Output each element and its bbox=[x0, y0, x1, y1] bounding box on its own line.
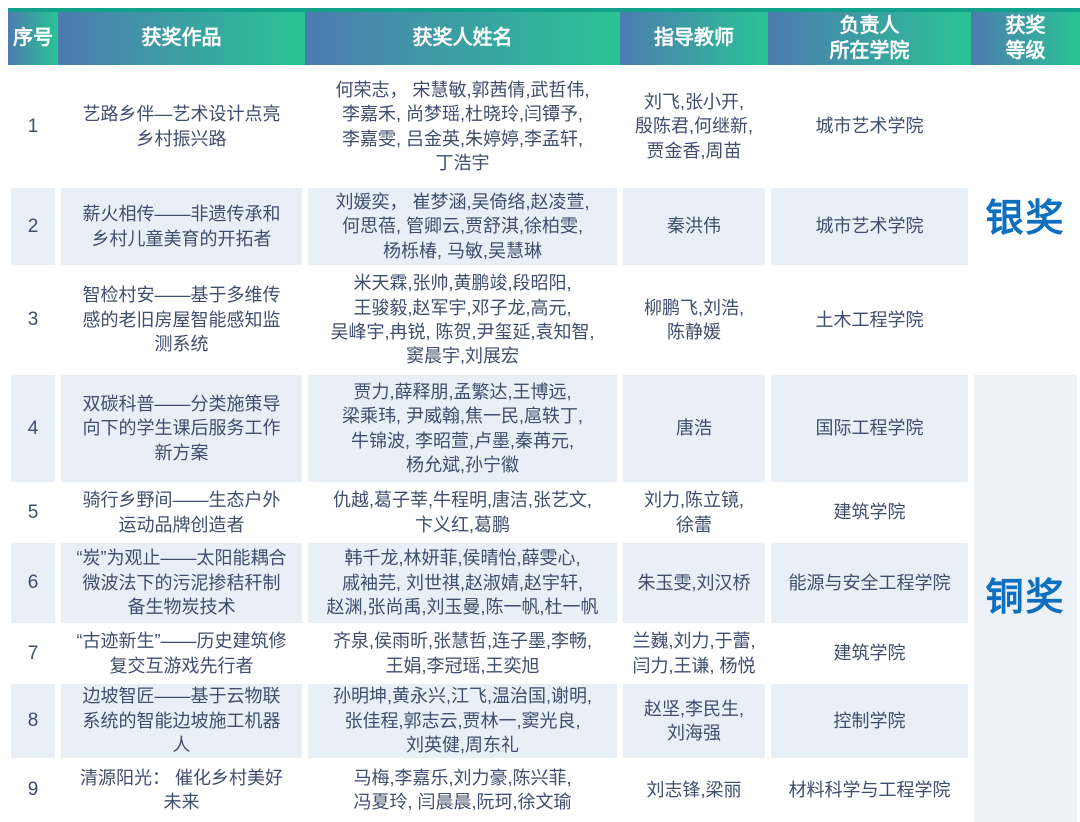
table-row: 7 “古迹新生”——历史建筑修 复交互游戏先行者 齐泉,侯雨昕,张慧哲,连子墨,李畅… bbox=[8, 623, 1080, 684]
col-header-names: 获奖人姓名 bbox=[305, 12, 620, 65]
col-header-teachers: 指导教师 bbox=[620, 12, 768, 65]
work-cell: 薪火相传——非遗传承和 乡村儿童美育的开拓者 bbox=[58, 188, 305, 265]
serial-cell: 2 bbox=[8, 188, 58, 265]
work-cell: 双碳科普——分类施策导 向下的学生课后服务工作 新方案 bbox=[58, 375, 305, 482]
teachers-cell: 朱玉雯,刘汉桥 bbox=[620, 543, 768, 623]
table-row: 3 智检村安——基于多维传 感的老旧房屋智能感知监 测系统 米天霖,张帅,黄鹏竣,段… bbox=[8, 265, 1080, 375]
names-cell: 何荣志， 宋慧敏,郭茜倩,武哲伟, 李嘉禾, 尚梦瑶,杜晓玲,闫镡予, 李嘉雯,… bbox=[305, 65, 620, 188]
serial-cell: 3 bbox=[8, 265, 58, 375]
teachers-cell: 赵坚,李民生, 刘海强 bbox=[620, 684, 768, 758]
college-cell: 国际工程学院 bbox=[768, 375, 971, 482]
college-cell: 控制学院 bbox=[768, 684, 971, 758]
work-cell: 艺路乡伴—艺术设计点亮 乡村振兴路 bbox=[58, 65, 305, 188]
teachers-cell: 唐浩 bbox=[620, 375, 768, 482]
table-row: 2 薪火相传——非遗传承和 乡村儿童美育的开拓者 刘媛奕， 崔梦涵,吴倚络,赵凌萱,… bbox=[8, 188, 1080, 265]
table-row: 4 双碳科普——分类施策导 向下的学生课后服务工作 新方案 贾力,薛释朋,孟繁达,王… bbox=[8, 375, 1080, 822]
work-cell: “炭”为观止——太阳能耦合 微波法下的污泥掺秸秆制 备生物炭技术 bbox=[58, 543, 305, 623]
award-level-cell: 银奖 bbox=[971, 65, 1080, 375]
college-cell: 城市艺术学院 bbox=[768, 65, 971, 188]
names-cell: 刘媛奕， 崔梦涵,吴倚络,赵凌萱, 何思蓓, 管卿云,贾舒淇,徐柏雯, 杨栎椿,… bbox=[305, 188, 620, 265]
college-cell: 建筑学院 bbox=[768, 482, 971, 543]
work-cell: 智检村安——基于多维传 感的老旧房屋智能感知监 测系统 bbox=[58, 265, 305, 375]
table-row: 1 艺路乡伴—艺术设计点亮 乡村振兴路 何荣志， 宋慧敏,郭茜倩,武哲伟, 李嘉禾,… bbox=[8, 65, 1080, 375]
teachers-cell: 兰巍,刘力,于蕾, 闫力,王谦, 杨悦 bbox=[620, 623, 768, 684]
college-cell: 城市艺术学院 bbox=[768, 188, 971, 265]
serial-cell: 5 bbox=[8, 482, 58, 543]
names-cell: 孙明坤,黄永兴,江飞,温治国,谢明, 张佳程,郭志云,贾林一,窦光良, 刘英健,… bbox=[305, 684, 620, 758]
serial-cell: 4 bbox=[8, 375, 58, 482]
work-cell: 骑行乡野间——生态户外 运动品牌创造者 bbox=[58, 482, 305, 543]
college-cell: 材料科学与工程学院 bbox=[768, 758, 971, 822]
work-cell: 边坡智匠——基于云物联 系统的智能边坡施工机器 人 bbox=[58, 684, 305, 758]
teachers-cell: 刘飞,张小开, 殷陈君,何继新, 贾金香,周苗 bbox=[620, 65, 768, 188]
teachers-cell: 刘力,陈立镜, 徐蕾 bbox=[620, 482, 768, 543]
college-cell: 建筑学院 bbox=[768, 623, 971, 684]
header-row: 序号 获奖作品 获奖人姓名 指导教师 负责人 所在学院 获奖 等级 bbox=[8, 12, 1080, 65]
award-level-cell: 铜奖 bbox=[971, 375, 1080, 822]
col-header-college: 负责人 所在学院 bbox=[768, 12, 971, 65]
work-cell: 清源阳光： 催化乡村美好 未来 bbox=[58, 758, 305, 822]
names-cell: 贾力,薛释朋,孟繁达,王博远, 梁乘玮, 尹威翰,焦一民,扈轶丁, 牛锦波, 李… bbox=[305, 375, 620, 482]
work-cell: “古迹新生”——历史建筑修 复交互游戏先行者 bbox=[58, 623, 305, 684]
serial-cell: 6 bbox=[8, 543, 58, 623]
awards-table: 序号 获奖作品 获奖人姓名 指导教师 负责人 所在学院 获奖 等级 1 艺路乡伴—… bbox=[8, 8, 1080, 822]
serial-cell: 7 bbox=[8, 623, 58, 684]
names-cell: 米天霖,张帅,黄鹏竣,段昭阳, 王骏毅,赵军宇,邓子龙,高元, 吴峰宇,冉锐, … bbox=[305, 265, 620, 375]
names-cell: 齐泉,侯雨昕,张慧哲,连子墨,李畅, 王娟,李冠瑶,王奕旭 bbox=[305, 623, 620, 684]
teachers-cell: 秦洪伟 bbox=[620, 188, 768, 265]
teachers-cell: 刘志锋,梁丽 bbox=[620, 758, 768, 822]
table-row: 8 边坡智匠——基于云物联 系统的智能边坡施工机器 人孙明坤,黄永兴,江飞,温治国… bbox=[8, 684, 1080, 758]
names-cell: 仇越,葛子莘,牛程明,唐洁,张艺文, 卞义红,葛鹏 bbox=[305, 482, 620, 543]
table-row: 6 “炭”为观止——太阳能耦合 微波法下的污泥掺秸秆制 备生物炭技术 韩千龙,林妍菲… bbox=[8, 543, 1080, 623]
table-body: 1 艺路乡伴—艺术设计点亮 乡村振兴路 何荣志， 宋慧敏,郭茜倩,武哲伟, 李嘉禾,… bbox=[8, 65, 1080, 822]
names-cell: 韩千龙,林妍菲,侯晴怡,薛雯心, 戚袖芫, 刘世祺,赵淑婧,赵宇轩, 赵渊,张尚… bbox=[305, 543, 620, 623]
col-header-serial: 序号 bbox=[8, 12, 58, 65]
serial-cell: 1 bbox=[8, 65, 58, 188]
col-header-work: 获奖作品 bbox=[58, 12, 305, 65]
serial-cell: 9 bbox=[8, 758, 58, 822]
teachers-cell: 柳鹏飞,刘浩, 陈静媛 bbox=[620, 265, 768, 375]
college-cell: 土木工程学院 bbox=[768, 265, 971, 375]
col-header-level: 获奖 等级 bbox=[971, 12, 1080, 65]
table-row: 9 清源阳光： 催化乡村美好 未来 马梅,李嘉乐,刘力豪,陈兴菲, 冯夏玲, 闫晨晨… bbox=[8, 758, 1080, 822]
college-cell: 能源与安全工程学院 bbox=[768, 543, 971, 623]
table-row: 5 骑行乡野间——生态户外 运动品牌创造者 仇越,葛子莘,牛程明,唐洁,张艺文, 卞… bbox=[8, 482, 1080, 543]
serial-cell: 8 bbox=[8, 684, 58, 758]
names-cell: 马梅,李嘉乐,刘力豪,陈兴菲, 冯夏玲, 闫晨晨,阮珂,徐文瑜 bbox=[305, 758, 620, 822]
